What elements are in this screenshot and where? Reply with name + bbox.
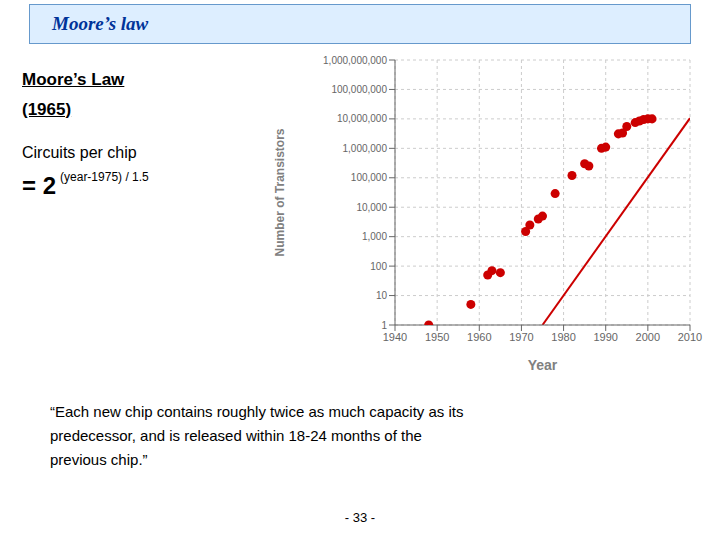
svg-text:1970: 1970 xyxy=(509,331,533,343)
svg-text:1940: 1940 xyxy=(383,331,407,343)
svg-text:Year: Year xyxy=(528,357,558,373)
svg-text:10,000,000: 10,000,000 xyxy=(337,113,387,124)
html-text:“Each new chip contains roughl: “Each new chip contains roughly twice as… xyxy=(50,403,464,468)
svg-text:1950: 1950 xyxy=(425,331,449,343)
svg-text:2010: 2010 xyxy=(678,331,702,343)
svg-text:100: 100 xyxy=(370,261,387,272)
html-text:Circuits per chip: Circuits per chip xyxy=(22,144,137,161)
svg-text:100,000: 100,000 xyxy=(351,172,388,183)
svg-text:1960: 1960 xyxy=(467,331,491,343)
html-text:- 33 -: - 33 - xyxy=(344,510,376,525)
svg-text:1,000: 1,000 xyxy=(362,231,387,242)
svg-text:2000: 2000 xyxy=(636,331,660,343)
html-text:(1965): (1965) xyxy=(22,100,72,119)
svg-text:100,000,000: 100,000,000 xyxy=(331,84,387,95)
svg-text:1980: 1980 xyxy=(551,331,575,343)
svg-text:1,000,000: 1,000,000 xyxy=(343,143,388,154)
svg-text:Number of Transistors: Number of Transistors xyxy=(273,128,287,256)
svg-text:10: 10 xyxy=(376,290,388,301)
svg-text:1: 1 xyxy=(381,320,387,331)
svg-text:1990: 1990 xyxy=(593,331,617,343)
html-text:= 2 (year-1975) / 1.5: = 2 (year-1975) / 1.5 xyxy=(22,170,149,199)
svg-text:1,000,000,000: 1,000,000,000 xyxy=(323,55,387,66)
html-text:Moore’s law: Moore’s law xyxy=(52,13,149,34)
html-text:Moore’s Law: Moore’s Law xyxy=(22,70,125,89)
svg-text:10,000: 10,000 xyxy=(356,202,387,213)
